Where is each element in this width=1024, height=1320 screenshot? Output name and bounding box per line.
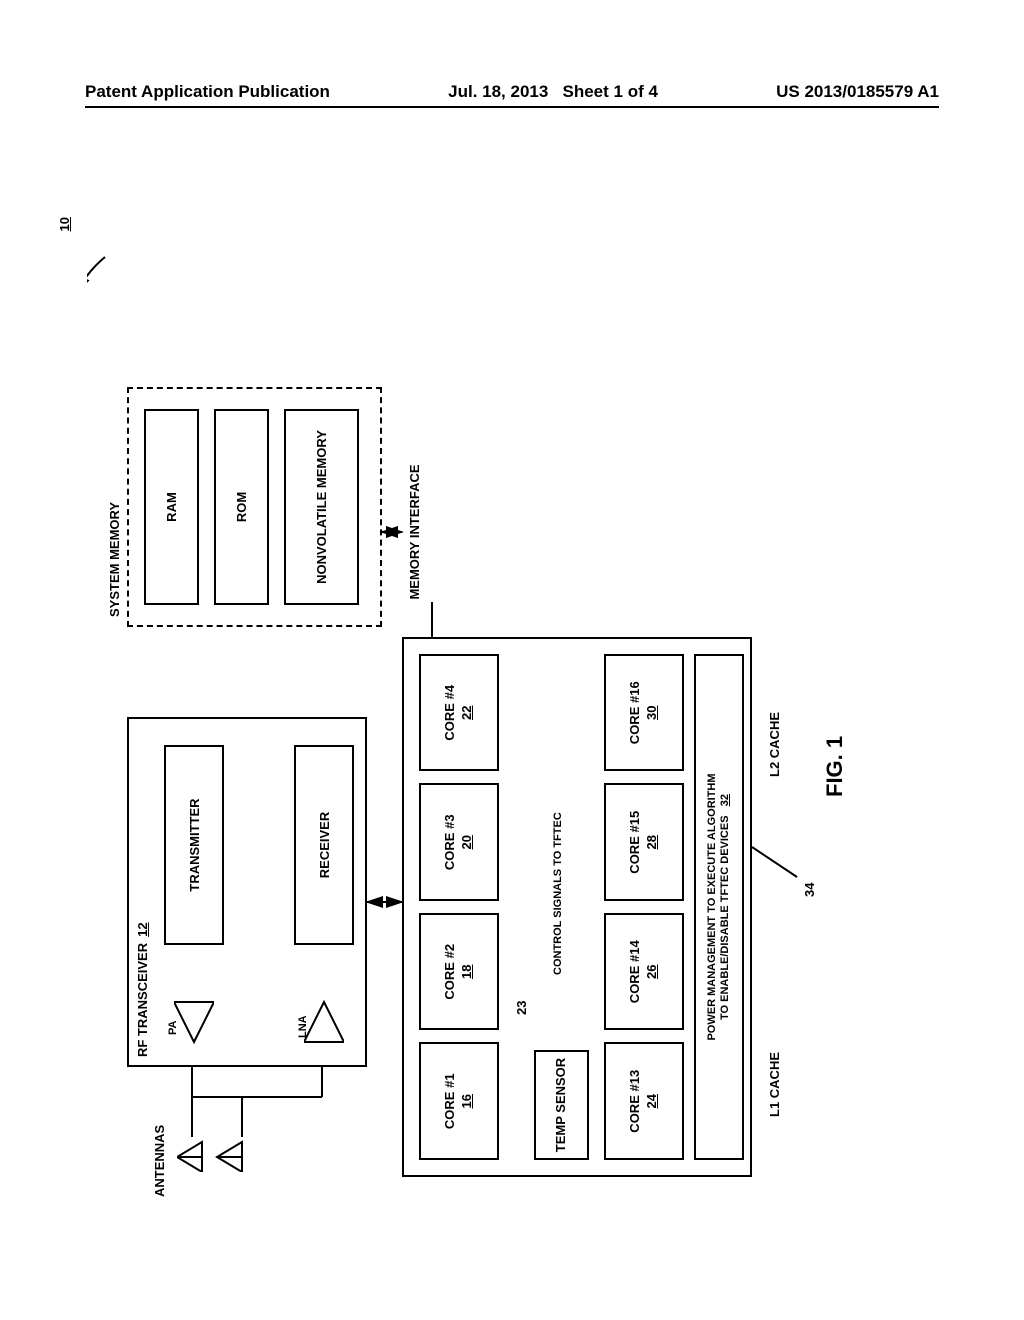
temp-sensor-block: TEMP SENSOR [534,1050,589,1160]
core-block: CORE #1528 [604,784,684,902]
antenna-icon [177,1132,257,1172]
core-block: CORE #218 [419,913,499,1031]
l2-cache-label: L2 CACHE [767,712,782,777]
core-name: CORE #14 [627,940,644,1003]
memory-interface-label: MEMORY INTERFACE [407,462,422,602]
nvmem-label: NONVOLATILE MEMORY [314,430,329,584]
ref-10: 10 [57,217,72,231]
rf-transceiver-block: RF TRANSCEIVER 12 PA LNA TRANSMITTER [127,717,367,1067]
system-memory-block: RAM ROM NONVOLATILE MEMORY [127,387,382,627]
transmitter-label: TRANSMITTER [187,798,202,891]
core-ref: 16 [459,1094,476,1108]
core-name: CORE #2 [442,944,459,1000]
rom-label: ROM [234,492,249,522]
core-name: CORE #15 [627,811,644,874]
l1-cache-label: L1 CACHE [767,1052,782,1117]
header-right: US 2013/0185579 A1 [776,82,939,102]
core-block: CORE #1324 [604,1043,684,1161]
nvmem-block: NONVOLATILE MEMORY [284,409,359,605]
pa-icon [174,1000,214,1050]
header-date: Jul. 18, 2013 [448,82,548,101]
core-name: CORE #3 [442,814,459,870]
power-mgmt-ref: 32 [719,794,731,806]
header-center: Jul. 18, 2013 Sheet 1 of 4 [448,82,658,102]
header-left: Patent Application Publication [85,82,330,102]
ram-label: RAM [164,492,179,522]
ref-10-num: 10 [57,217,72,231]
power-mgmt-l1: POWER MANAGEMENT TO EXECUTE ALGORITHM [706,773,719,1040]
temp-sensor-label: TEMP SENSOR [553,1058,570,1152]
core-block: CORE #1630 [604,654,684,772]
core-ref: 18 [459,965,476,979]
ram-block: RAM [144,409,199,605]
ref-34: 34 [802,883,817,897]
power-mgmt-block: POWER MANAGEMENT TO EXECUTE ALGORITHM TO… [694,654,744,1160]
transmitter-block: TRANSMITTER [164,745,224,945]
ref-23: 23 [514,1001,529,1015]
core-ref: 26 [644,965,661,979]
core-ref: 24 [644,1094,661,1108]
core-name: CORE #13 [627,1070,644,1133]
core-ref: 28 [644,835,661,849]
core-block: CORE #1426 [604,913,684,1031]
core-name: CORE #4 [442,685,459,741]
rom-block: ROM [214,409,269,605]
lna-icon [304,1000,344,1050]
core-block: CORE #422 [419,654,499,772]
power-mgmt-l2: TO ENABLE/DISABLE TFTEC DEVICES [719,815,731,1020]
core-ref: 22 [459,706,476,720]
core-block: CORE #116 [419,1043,499,1161]
ref-12: 12 [135,922,150,936]
core-name: CORE #1 [442,1073,459,1129]
antennas-label: ANTENNAS [152,1125,167,1197]
system-memory-label: SYSTEM MEMORY [107,502,122,617]
core-block: CORE #320 [419,784,499,902]
processor-block: CORE #116 CORE #218 CORE #320 CORE #422 TEM… [402,637,752,1177]
receiver-block: RECEIVER [294,745,354,945]
diagram-rotated: 10 [0,313,1024,1077]
header-sheet: Sheet 1 of 4 [563,82,658,101]
core-ref: 20 [459,835,476,849]
control-signals-label: CONTROL SIGNALS TO TFTEC [552,675,564,975]
figure-label: FIG. 1 [822,736,848,797]
core-name: CORE #16 [627,681,644,744]
receiver-label: RECEIVER [317,812,332,878]
core-ref: 30 [644,706,661,720]
rf-transceiver-label: RF TRANSCEIVER [135,943,150,1057]
